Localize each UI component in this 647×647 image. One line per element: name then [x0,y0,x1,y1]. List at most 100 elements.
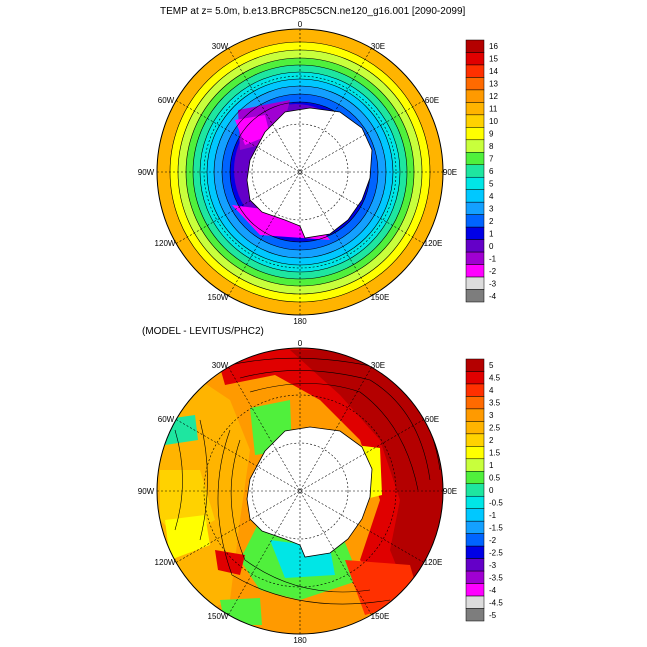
lon-label: 180 [293,636,307,645]
colorbar-swatch [465,433,485,447]
colorbar-swatch [465,127,485,141]
colorbar-label: -4 [489,586,497,595]
colorbar-swatch [465,264,485,278]
colorbar-label: 7 [489,155,494,164]
lon-label: 60E [425,96,439,105]
colorbar-label: 3 [489,204,494,213]
colorbar-swatch [465,608,485,622]
colorbar-swatch [465,164,485,178]
colorbar-swatch [465,226,485,240]
colorbar-swatch [465,583,485,597]
colorbar-label: 4 [489,192,494,201]
colorbar-label: 13 [489,80,498,89]
colorbar-label: -2 [489,267,497,276]
colorbar-label: 5 [489,361,494,370]
colorbar-label: -5 [489,611,497,620]
colorbar-label: 15 [489,55,498,64]
colorbar-label: -1.5 [489,523,503,532]
lon-label: 60E [425,415,439,424]
colorbar-label: 1.5 [489,449,501,458]
colorbar-swatch [465,446,485,460]
lon-label: 30E [371,361,385,370]
colorbar-swatch [465,89,485,103]
colorbar-label: 0 [489,486,494,495]
colorbar-swatch [465,358,485,372]
colorbar-label: 1 [489,229,494,238]
colorbar-label: 8 [489,142,494,151]
colorbar-swatch [465,102,485,116]
colorbar-swatch [465,371,485,385]
colorbar-label: -2 [489,536,497,545]
colorbar-swatch [465,595,485,609]
lon-label: 150E [371,612,390,621]
colorbar-label: 0.5 [489,474,501,483]
lon-label: 180 [293,317,307,326]
colorbar-swatch [465,508,485,522]
colorbar-swatch [465,421,485,435]
colorbar-swatch [465,289,485,303]
colorbar-label: 1 [489,461,494,470]
colorbar-label: 12 [489,92,498,101]
colorbar-swatch [465,152,485,166]
lon-label: 120W [155,558,176,567]
colorbar-label: 3 [489,411,494,420]
lon-label: 120W [155,239,176,248]
colorbar-swatch [465,545,485,559]
lon-label: 30E [371,42,385,51]
lon-label: 90W [138,487,155,496]
colorbar-swatch [465,251,485,265]
colorbar-swatch [465,139,485,153]
colorbar-swatch [465,570,485,584]
colorbar-swatch [465,408,485,422]
colorbar-label: -1 [489,254,497,263]
map-top: 0 30E 60E 90E 120E 150E 180 150W 120W 90… [138,20,457,326]
colorbar-label: -4 [489,292,497,301]
lon-label: 30W [212,42,229,51]
colorbar-label: 6 [489,167,494,176]
lon-label: 90E [443,168,457,177]
colorbar-label: -0.5 [489,498,503,507]
colorbar-swatch [465,214,485,228]
lon-label: 60W [158,96,175,105]
lon-labels-top: 0 30E 60E 90E 120E 150E 180 150W 120W 90… [138,20,457,326]
colorbar-label: 2 [489,436,494,445]
lon-label: 120E [424,558,443,567]
colorbar-label: 4 [489,386,494,395]
colorbar-label: -3.5 [489,573,503,582]
colorbar-swatch [465,471,485,485]
colorbar-label: 14 [489,67,498,76]
lon-label: 30W [212,361,229,370]
colorbar-label: 4.5 [489,374,501,383]
lon-label: 90E [443,487,457,496]
lon-label: 120E [424,239,443,248]
colorbar-label: 3.5 [489,399,501,408]
lon-label: 150E [371,293,390,302]
colorbar-label: -3 [489,279,497,288]
colorbar-swatch [465,176,485,190]
colorbar-swatch [465,52,485,66]
lon-label: 0 [298,339,303,348]
panel-title-top: TEMP at z= 5.0m, b.e13.BRCP85C5CN.ne120_… [160,6,466,17]
colorbar-swatch [465,189,485,203]
colorbar-swatch [465,114,485,128]
colorbar-swatch [465,77,485,91]
colorbar-swatch [465,383,485,397]
colorbar-swatch [465,495,485,509]
colorbar-label: 2.5 [489,424,501,433]
lon-label: 90W [138,168,155,177]
colorbar-swatch [465,533,485,547]
lon-label: 150W [208,612,229,621]
colorbar-label: 16 [489,42,498,51]
colorbar-swatch [465,239,485,253]
panel-title-bottom: (MODEL - LEVITUS/PHC2) [142,326,264,337]
lon-label: 0 [298,20,303,29]
colorbar-label: 5 [489,179,494,188]
colorbar-swatch [465,520,485,534]
colorbar-swatch [465,396,485,410]
colorbar-swatch [465,276,485,290]
colorbar-label: 9 [489,130,494,139]
colorbar-label: -3 [489,561,497,570]
colorbar-swatch [465,64,485,78]
